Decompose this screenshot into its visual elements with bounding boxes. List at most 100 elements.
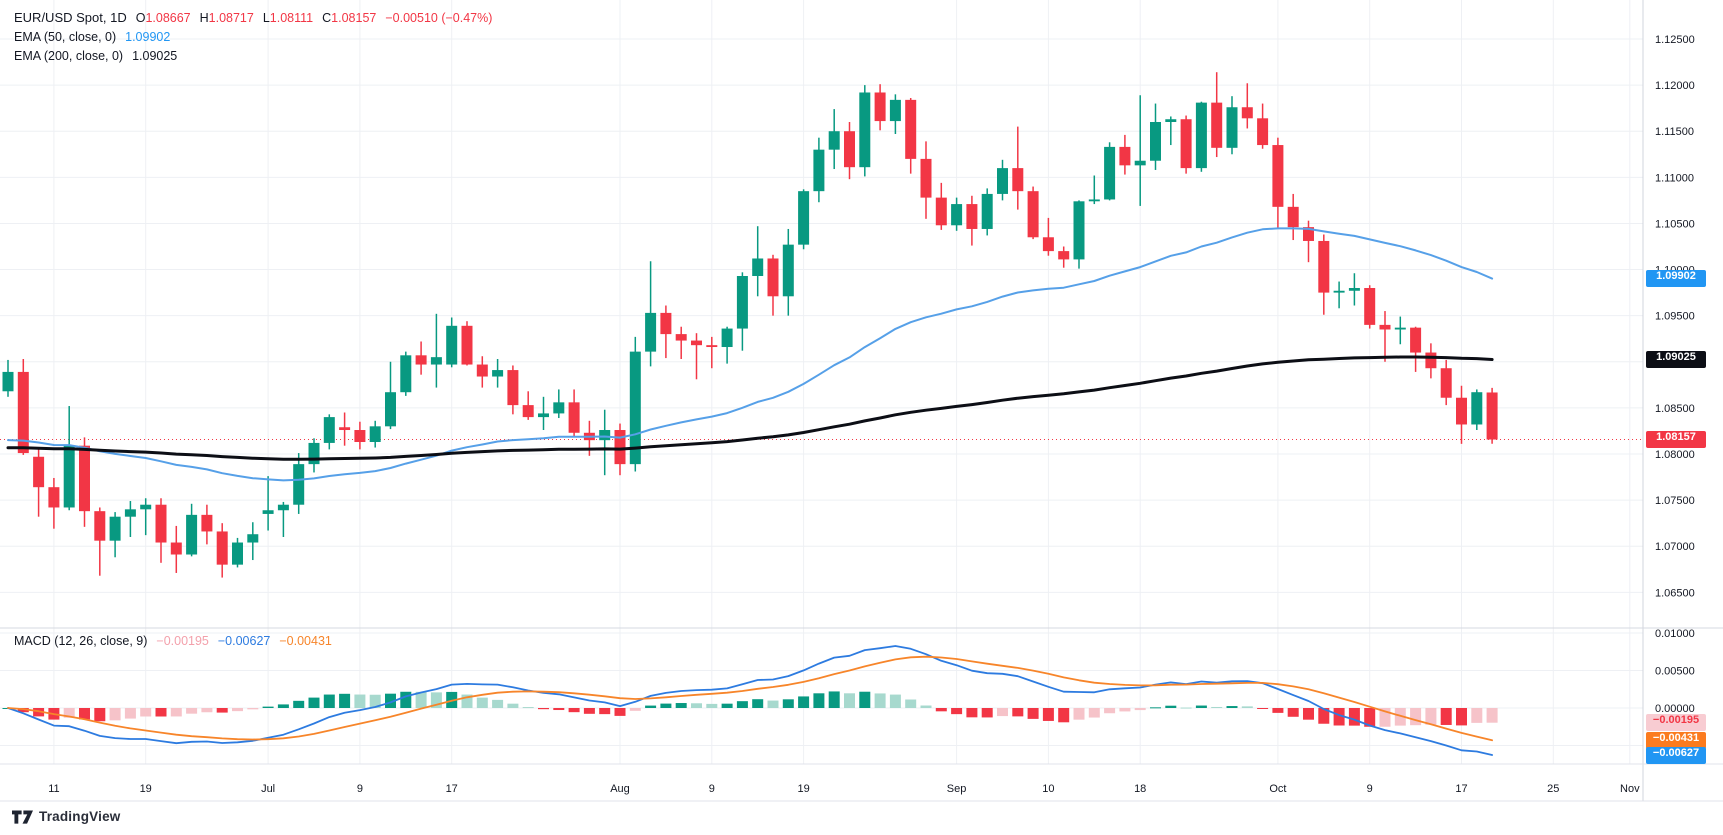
time-axis-label: 19 bbox=[140, 783, 152, 795]
candle-body bbox=[1272, 145, 1284, 207]
macd-histogram-bar bbox=[323, 694, 335, 708]
candle-body bbox=[798, 191, 810, 245]
macd-histogram-bar bbox=[1364, 708, 1376, 727]
candle-body bbox=[736, 276, 748, 329]
macd-histogram-bar bbox=[1073, 708, 1085, 720]
macd-histogram-bar bbox=[935, 708, 947, 712]
ema50-legend-row[interactable]: EMA (50, close, 0) 1.09902 bbox=[14, 27, 492, 46]
candle-body bbox=[645, 312, 657, 352]
candle-body bbox=[859, 92, 871, 168]
candle-body bbox=[2, 371, 14, 392]
time-axis-label: Aug bbox=[610, 783, 630, 795]
macd-signal-line bbox=[7, 655, 1493, 742]
macd-histogram-bar bbox=[1211, 706, 1223, 708]
symbol-legend-row[interactable]: EUR/USD Spot, 1D O1.08667 H1.08717 L1.08… bbox=[14, 8, 492, 27]
candle-body bbox=[629, 351, 641, 465]
ema200-price-badge: 1.09025 bbox=[1646, 350, 1706, 368]
macd-histogram-bar bbox=[522, 707, 534, 709]
macd-histogram-bar bbox=[79, 708, 90, 720]
low-value: L1.08111 bbox=[262, 10, 314, 25]
macd-histogram-bar bbox=[1134, 708, 1146, 711]
macd-signal-badge: −0.00431 bbox=[1646, 731, 1706, 749]
macd-histogram-bar bbox=[400, 691, 412, 708]
change-value: −0.00510 (−0.47%) bbox=[385, 10, 493, 25]
macd-histogram-bar bbox=[1042, 708, 1054, 721]
macd-histogram-bar bbox=[277, 704, 289, 708]
symbol-title: EUR/USD Spot, 1D bbox=[14, 10, 127, 25]
candle-body bbox=[186, 514, 198, 555]
candle-body bbox=[262, 510, 274, 514]
macd-histogram-bar bbox=[1119, 708, 1131, 712]
macd-histogram-bar bbox=[645, 705, 657, 708]
macd-histogram-bar bbox=[216, 708, 228, 713]
last-price-badge: 1.08157 bbox=[1646, 431, 1706, 448]
macd-histogram-bar bbox=[17, 708, 29, 713]
price-axis-label: 1.07000 bbox=[1655, 541, 1695, 553]
macd-histogram-bar bbox=[1150, 707, 1161, 709]
time-axis-label: 9 bbox=[357, 783, 363, 795]
macd-histogram-bar bbox=[675, 703, 687, 708]
macd-histogram-bar bbox=[813, 693, 825, 708]
price-axis-label: 1.11500 bbox=[1655, 126, 1694, 138]
candle-body bbox=[951, 204, 963, 226]
candle-body bbox=[201, 514, 213, 532]
candle-body bbox=[1104, 146, 1116, 200]
macd-histogram-bar bbox=[1410, 708, 1422, 726]
macd-histogram-bar bbox=[1241, 706, 1253, 708]
candle-body bbox=[844, 131, 855, 168]
macd-histogram-bar bbox=[1272, 708, 1284, 713]
candle-body bbox=[538, 413, 549, 418]
macd-histogram-bar bbox=[94, 708, 106, 722]
candle-body bbox=[1211, 102, 1223, 148]
macd-legend-row[interactable]: MACD (12, 26, close, 9) −0.00195 −0.0062… bbox=[14, 631, 332, 650]
macd-histogram-bar bbox=[905, 699, 917, 708]
candle-body bbox=[1486, 392, 1498, 440]
macd-histogram-bar bbox=[798, 696, 810, 708]
macd-histogram-bar bbox=[782, 699, 794, 708]
candle-body bbox=[813, 149, 825, 192]
macd-histogram-bar bbox=[583, 708, 595, 714]
price-axis-label: 1.06500 bbox=[1655, 587, 1695, 599]
price-axis-label: 1.09500 bbox=[1655, 311, 1695, 323]
candle-body bbox=[1287, 206, 1299, 228]
macd-histogram-bar bbox=[721, 703, 733, 708]
candle-body bbox=[140, 504, 152, 510]
candle-body bbox=[1119, 146, 1131, 166]
macd-histogram-bar bbox=[997, 708, 1008, 717]
tradingview-logo-icon bbox=[12, 809, 33, 824]
macd-histogram-bar bbox=[1486, 708, 1498, 723]
macd-histogram-bar bbox=[1456, 708, 1467, 726]
tradingview-watermark[interactable]: TradingView bbox=[12, 809, 120, 824]
macd-histogram-bar bbox=[201, 708, 213, 713]
macd-histogram-bar bbox=[736, 701, 748, 708]
candle-body bbox=[1257, 118, 1269, 146]
candle-body bbox=[1042, 237, 1054, 252]
open-value: O1.08667 bbox=[135, 10, 191, 25]
candle-body bbox=[935, 197, 947, 226]
macd-histogram-bar bbox=[293, 700, 305, 708]
candle-body bbox=[1012, 168, 1024, 192]
candle-body bbox=[522, 405, 534, 418]
candle-body bbox=[430, 357, 442, 365]
macd-histogram-bar bbox=[1440, 708, 1452, 725]
candle-body bbox=[1379, 324, 1391, 330]
candle-body bbox=[48, 487, 60, 508]
ema200-legend-row[interactable]: EMA (200, close, 0) 1.09025 bbox=[14, 46, 492, 65]
candle-body bbox=[1318, 240, 1330, 293]
candle-body bbox=[828, 131, 840, 150]
macd-histogram-bar bbox=[1394, 708, 1406, 726]
candle-body bbox=[553, 402, 565, 414]
candle-body bbox=[339, 427, 351, 431]
macd-histogram-bar bbox=[354, 694, 366, 708]
macd-histogram-bar bbox=[553, 708, 565, 711]
candle-body bbox=[752, 258, 764, 277]
candle-body bbox=[170, 542, 182, 555]
price-axis-label: 1.10500 bbox=[1655, 218, 1695, 230]
macd-histogram-bar bbox=[232, 708, 243, 712]
macd-axis-label: 0.01000 bbox=[1655, 628, 1695, 640]
time-axis-label: 19 bbox=[797, 783, 809, 795]
ema50-price-badge: 1.09902 bbox=[1646, 270, 1706, 288]
macd-line-badge: −0.00627 bbox=[1646, 746, 1706, 764]
candle-body bbox=[63, 445, 75, 508]
